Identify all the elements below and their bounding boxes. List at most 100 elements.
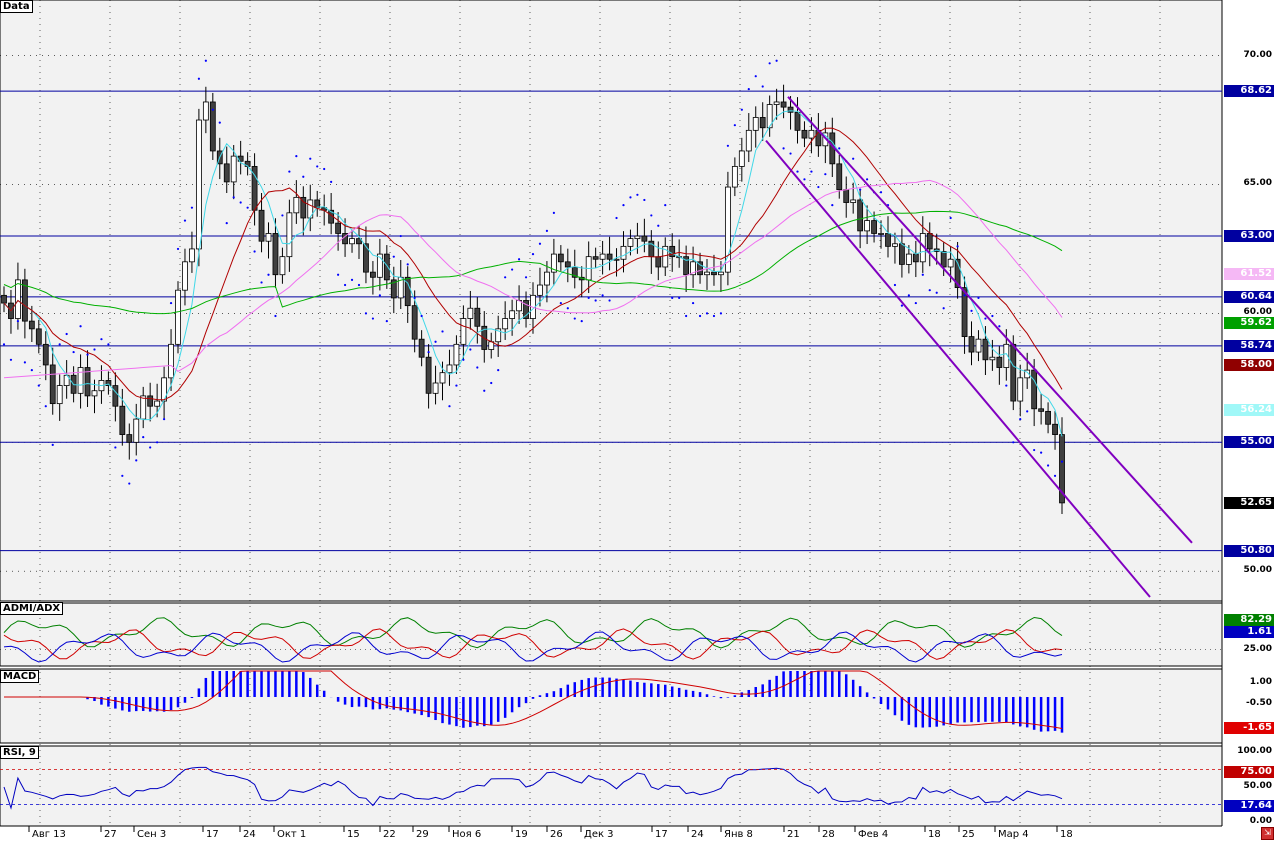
sar-dot — [664, 204, 667, 207]
candle — [279, 256, 286, 276]
price-tag: 58.00 — [1224, 358, 1274, 371]
x-tick-label: 15 — [347, 829, 360, 840]
sar-dot — [559, 301, 562, 305]
candle — [759, 117, 766, 129]
sar-dot — [197, 77, 200, 80]
indicator-tag: 82.29 — [1224, 614, 1274, 626]
sar-dot — [838, 147, 841, 150]
price-tick-label: 60.00 — [1243, 307, 1272, 318]
sar-dot — [239, 201, 242, 204]
candle — [349, 238, 355, 245]
candle — [425, 356, 432, 394]
sar-dot — [705, 312, 709, 315]
sar-dot — [72, 350, 75, 354]
candle — [537, 284, 543, 296]
sar-dot — [893, 283, 897, 287]
sar-dot — [406, 263, 409, 266]
sar-dot — [615, 216, 618, 220]
candle — [711, 271, 717, 276]
candle — [641, 235, 648, 242]
candle — [439, 372, 446, 384]
rsi-line — [3, 766, 1063, 810]
candle — [258, 209, 265, 242]
sar-dot — [914, 301, 917, 305]
adx-line — [3, 616, 1063, 649]
sar-dot — [357, 283, 361, 287]
sar-dot — [789, 152, 792, 155]
candle — [154, 400, 161, 407]
admi-panel-title: ADMI/ADX — [0, 602, 64, 615]
sar-dot — [476, 366, 479, 369]
sar-dot — [775, 59, 778, 62]
x-tick-label: 25 — [962, 829, 975, 840]
candle — [669, 245, 676, 258]
ma-pink-line — [3, 179, 1063, 379]
indicator-tag: 17.64 — [1224, 800, 1274, 812]
candle — [1031, 369, 1038, 410]
price-tag: 52.65 — [1224, 496, 1274, 509]
candle — [119, 405, 126, 435]
ma-fast-line — [3, 110, 1063, 437]
sar-dot — [350, 278, 354, 281]
candle — [745, 129, 752, 152]
sar-dot — [128, 482, 131, 485]
sar-dot — [455, 384, 458, 387]
candle — [467, 307, 474, 319]
candle — [557, 253, 564, 263]
sar-dot — [524, 276, 528, 279]
sar-dot — [691, 301, 695, 305]
sar-dot — [782, 147, 785, 150]
sar-dot — [928, 289, 931, 292]
close-icon[interactable]: ⇲ — [1261, 827, 1274, 840]
candle — [683, 256, 690, 276]
sar-dot — [93, 348, 96, 351]
candle — [724, 186, 731, 273]
plus-di-line — [3, 628, 1063, 660]
sar-dot — [963, 294, 966, 297]
price-tag: 58.74 — [1224, 339, 1274, 352]
x-tick-label: 24 — [691, 829, 704, 840]
candle — [175, 289, 181, 345]
sar-dot — [517, 258, 521, 261]
sar-dot — [37, 384, 40, 387]
price-tag: 59.62 — [1224, 317, 1274, 330]
x-tick-label: 22 — [383, 829, 396, 840]
sar-dot — [900, 304, 904, 307]
sar-dot — [23, 361, 26, 364]
candle — [975, 338, 982, 353]
sar-dot — [1005, 384, 1008, 387]
sar-dot — [281, 214, 284, 217]
x-tick-label: 21 — [787, 829, 800, 840]
sar-dot — [719, 312, 723, 315]
sar-dot — [608, 299, 611, 302]
candle — [662, 245, 669, 268]
x-tick-label: 18 — [1060, 829, 1073, 840]
sar-dot — [260, 281, 263, 284]
sar-dot — [497, 369, 500, 372]
candle — [195, 119, 202, 250]
sar-dot — [566, 307, 569, 310]
price-tick-label: 65.00 — [1243, 178, 1272, 189]
sar-dot — [671, 296, 674, 300]
sar-dot — [907, 294, 910, 297]
sar-dot — [392, 255, 395, 258]
candle — [147, 395, 154, 407]
candle — [105, 380, 112, 386]
sar-dot — [288, 170, 291, 173]
sar-dot — [267, 273, 270, 276]
candle — [613, 258, 620, 261]
candle — [794, 111, 801, 131]
sar-dot — [378, 294, 381, 297]
candle — [606, 253, 613, 260]
candle — [627, 238, 634, 247]
candle — [1010, 343, 1017, 402]
sar-dot — [211, 108, 214, 111]
sar-dot — [16, 320, 20, 323]
sar-dot — [51, 443, 54, 446]
rsi-tick-label: 0.00 — [1249, 816, 1272, 826]
candle — [940, 251, 947, 268]
candle — [383, 253, 390, 281]
candle — [926, 233, 933, 250]
candle — [42, 343, 49, 366]
price-tag: 56.24 — [1224, 404, 1274, 417]
